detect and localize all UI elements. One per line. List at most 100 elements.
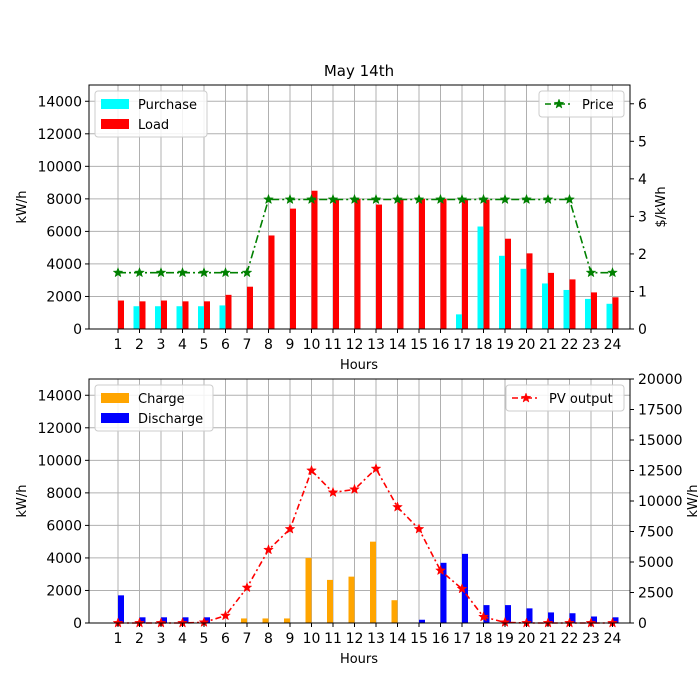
x-tick-label: 20 — [518, 337, 536, 353]
x-tick-label: 19 — [496, 631, 514, 647]
y-axis-label: kW/h — [15, 190, 30, 223]
x-tick-label: 1 — [114, 337, 123, 353]
discharge-bar — [161, 617, 167, 623]
purchase-bar — [155, 306, 161, 329]
discharge-bar — [440, 562, 447, 623]
x-ticks: 1 2 3 4 5 6 7 8 9 10 11 12 13 14 15 16 17 18 19 20 21 22 23 24 — [114, 623, 621, 647]
pv-output-marker — [478, 611, 489, 622]
y2-tick-label: 2 — [638, 247, 647, 263]
purchase-bar — [133, 306, 140, 329]
load-bar — [161, 300, 167, 329]
y-tick-label: 8000 — [46, 192, 82, 208]
x-tick-label: 4 — [178, 337, 187, 353]
charge-bar — [305, 557, 312, 623]
load-bar — [225, 294, 232, 329]
x-tick-label: 16 — [432, 631, 450, 647]
x-tick-label: 13 — [367, 631, 385, 647]
legend-swatch — [101, 119, 129, 129]
y-tick-label: 2000 — [46, 289, 82, 305]
purchase-bar — [499, 255, 505, 329]
charge-bar — [327, 579, 333, 623]
legend-label: Price — [582, 98, 614, 113]
purchase-bar — [219, 305, 226, 329]
x-tick-label: 6 — [221, 631, 230, 647]
x-tick-label: 15 — [410, 337, 428, 353]
legend-box — [505, 384, 625, 412]
y-tick-label: 0 — [73, 322, 82, 338]
pv-output-marker — [284, 523, 296, 534]
x-ticks: 1 2 3 4 5 6 7 8 9 10 11 12 13 14 15 16 17 18 19 20 21 22 23 24 — [114, 329, 621, 353]
legend-label: Charge — [138, 392, 185, 407]
purchase-bar — [456, 314, 462, 329]
price-marker — [155, 266, 167, 278]
load-bar — [204, 301, 210, 329]
load-bar — [354, 198, 361, 329]
discharge-bar — [505, 605, 511, 623]
load-bar — [591, 292, 597, 329]
y-tick-label: 10000 — [37, 453, 82, 469]
price-marker — [413, 193, 425, 205]
x-tick-label: 13 — [367, 337, 385, 353]
x-tick-label: 11 — [324, 337, 342, 353]
legend-swatch — [101, 413, 129, 423]
y-tick-label: 6000 — [46, 224, 82, 240]
x-tick-label: 18 — [475, 631, 493, 647]
load-bar — [419, 198, 425, 329]
x-tick-label: 23 — [582, 631, 600, 647]
lines — [112, 193, 618, 278]
top-chart-panel: May 14th 1 2 3 4 5 6 7 8 9 10 11 12 13 14 15 16 17 18 19 20… — [15, 62, 669, 373]
charge-bar — [391, 600, 398, 623]
x-tick-label: 17 — [453, 631, 471, 647]
chart-title: May 14th — [324, 62, 394, 80]
y2-tick-label: 5 — [638, 134, 647, 150]
x-tick-label: 8 — [264, 337, 273, 353]
x-tick-label: 7 — [243, 631, 252, 647]
x-tick-label: 17 — [453, 337, 471, 353]
x-tick-label: 19 — [496, 337, 514, 353]
purchase-bar — [542, 283, 548, 329]
y2-tick-label: 5000 — [638, 555, 674, 571]
price-marker — [456, 193, 468, 205]
discharge-bar — [591, 616, 597, 623]
y-tick-label: 12000 — [37, 421, 82, 437]
price-marker — [306, 193, 317, 205]
price-marker — [177, 266, 188, 278]
load-bar — [247, 286, 253, 329]
x-tick-label: 14 — [389, 337, 407, 353]
y2-tick-label: 4 — [638, 172, 647, 188]
pv-output-marker — [306, 464, 317, 476]
load-bar — [440, 198, 447, 329]
legend-label: Purchase — [138, 98, 197, 113]
y-tick-label: 10000 — [37, 159, 82, 175]
y2-axis-label: $/kWh — [654, 186, 669, 227]
y-tick-label: 14000 — [37, 94, 82, 110]
bars — [118, 190, 619, 329]
charge-bar — [284, 618, 290, 623]
load-bar — [462, 199, 468, 329]
load-bar — [569, 279, 576, 329]
purchase-bar — [198, 306, 204, 329]
price-marker — [542, 193, 554, 205]
legend-label: Load — [138, 118, 169, 133]
legend-marker — [553, 98, 565, 109]
load-bar — [182, 301, 189, 329]
x-axis-label: Hours — [340, 358, 378, 373]
x-tick-label: 11 — [324, 631, 342, 647]
y2-tick-label: 15000 — [638, 433, 683, 449]
price-marker — [327, 193, 339, 205]
pv-output-marker — [370, 462, 382, 474]
purchase-bar — [520, 268, 527, 329]
y2-tick-label: 17500 — [638, 403, 683, 419]
pv-output-marker — [349, 483, 360, 495]
discharge-bar — [118, 595, 124, 623]
x-tick-label: 22 — [561, 337, 579, 353]
price-marker — [435, 193, 446, 205]
x-tick-label: 9 — [286, 337, 295, 353]
x-tick-label: 15 — [410, 631, 428, 647]
load-bar — [139, 301, 146, 329]
legend-label: Discharge — [138, 412, 203, 427]
lines — [112, 462, 618, 628]
y2-tick-label: 20000 — [638, 372, 683, 388]
x-tick-label: 12 — [346, 337, 364, 353]
